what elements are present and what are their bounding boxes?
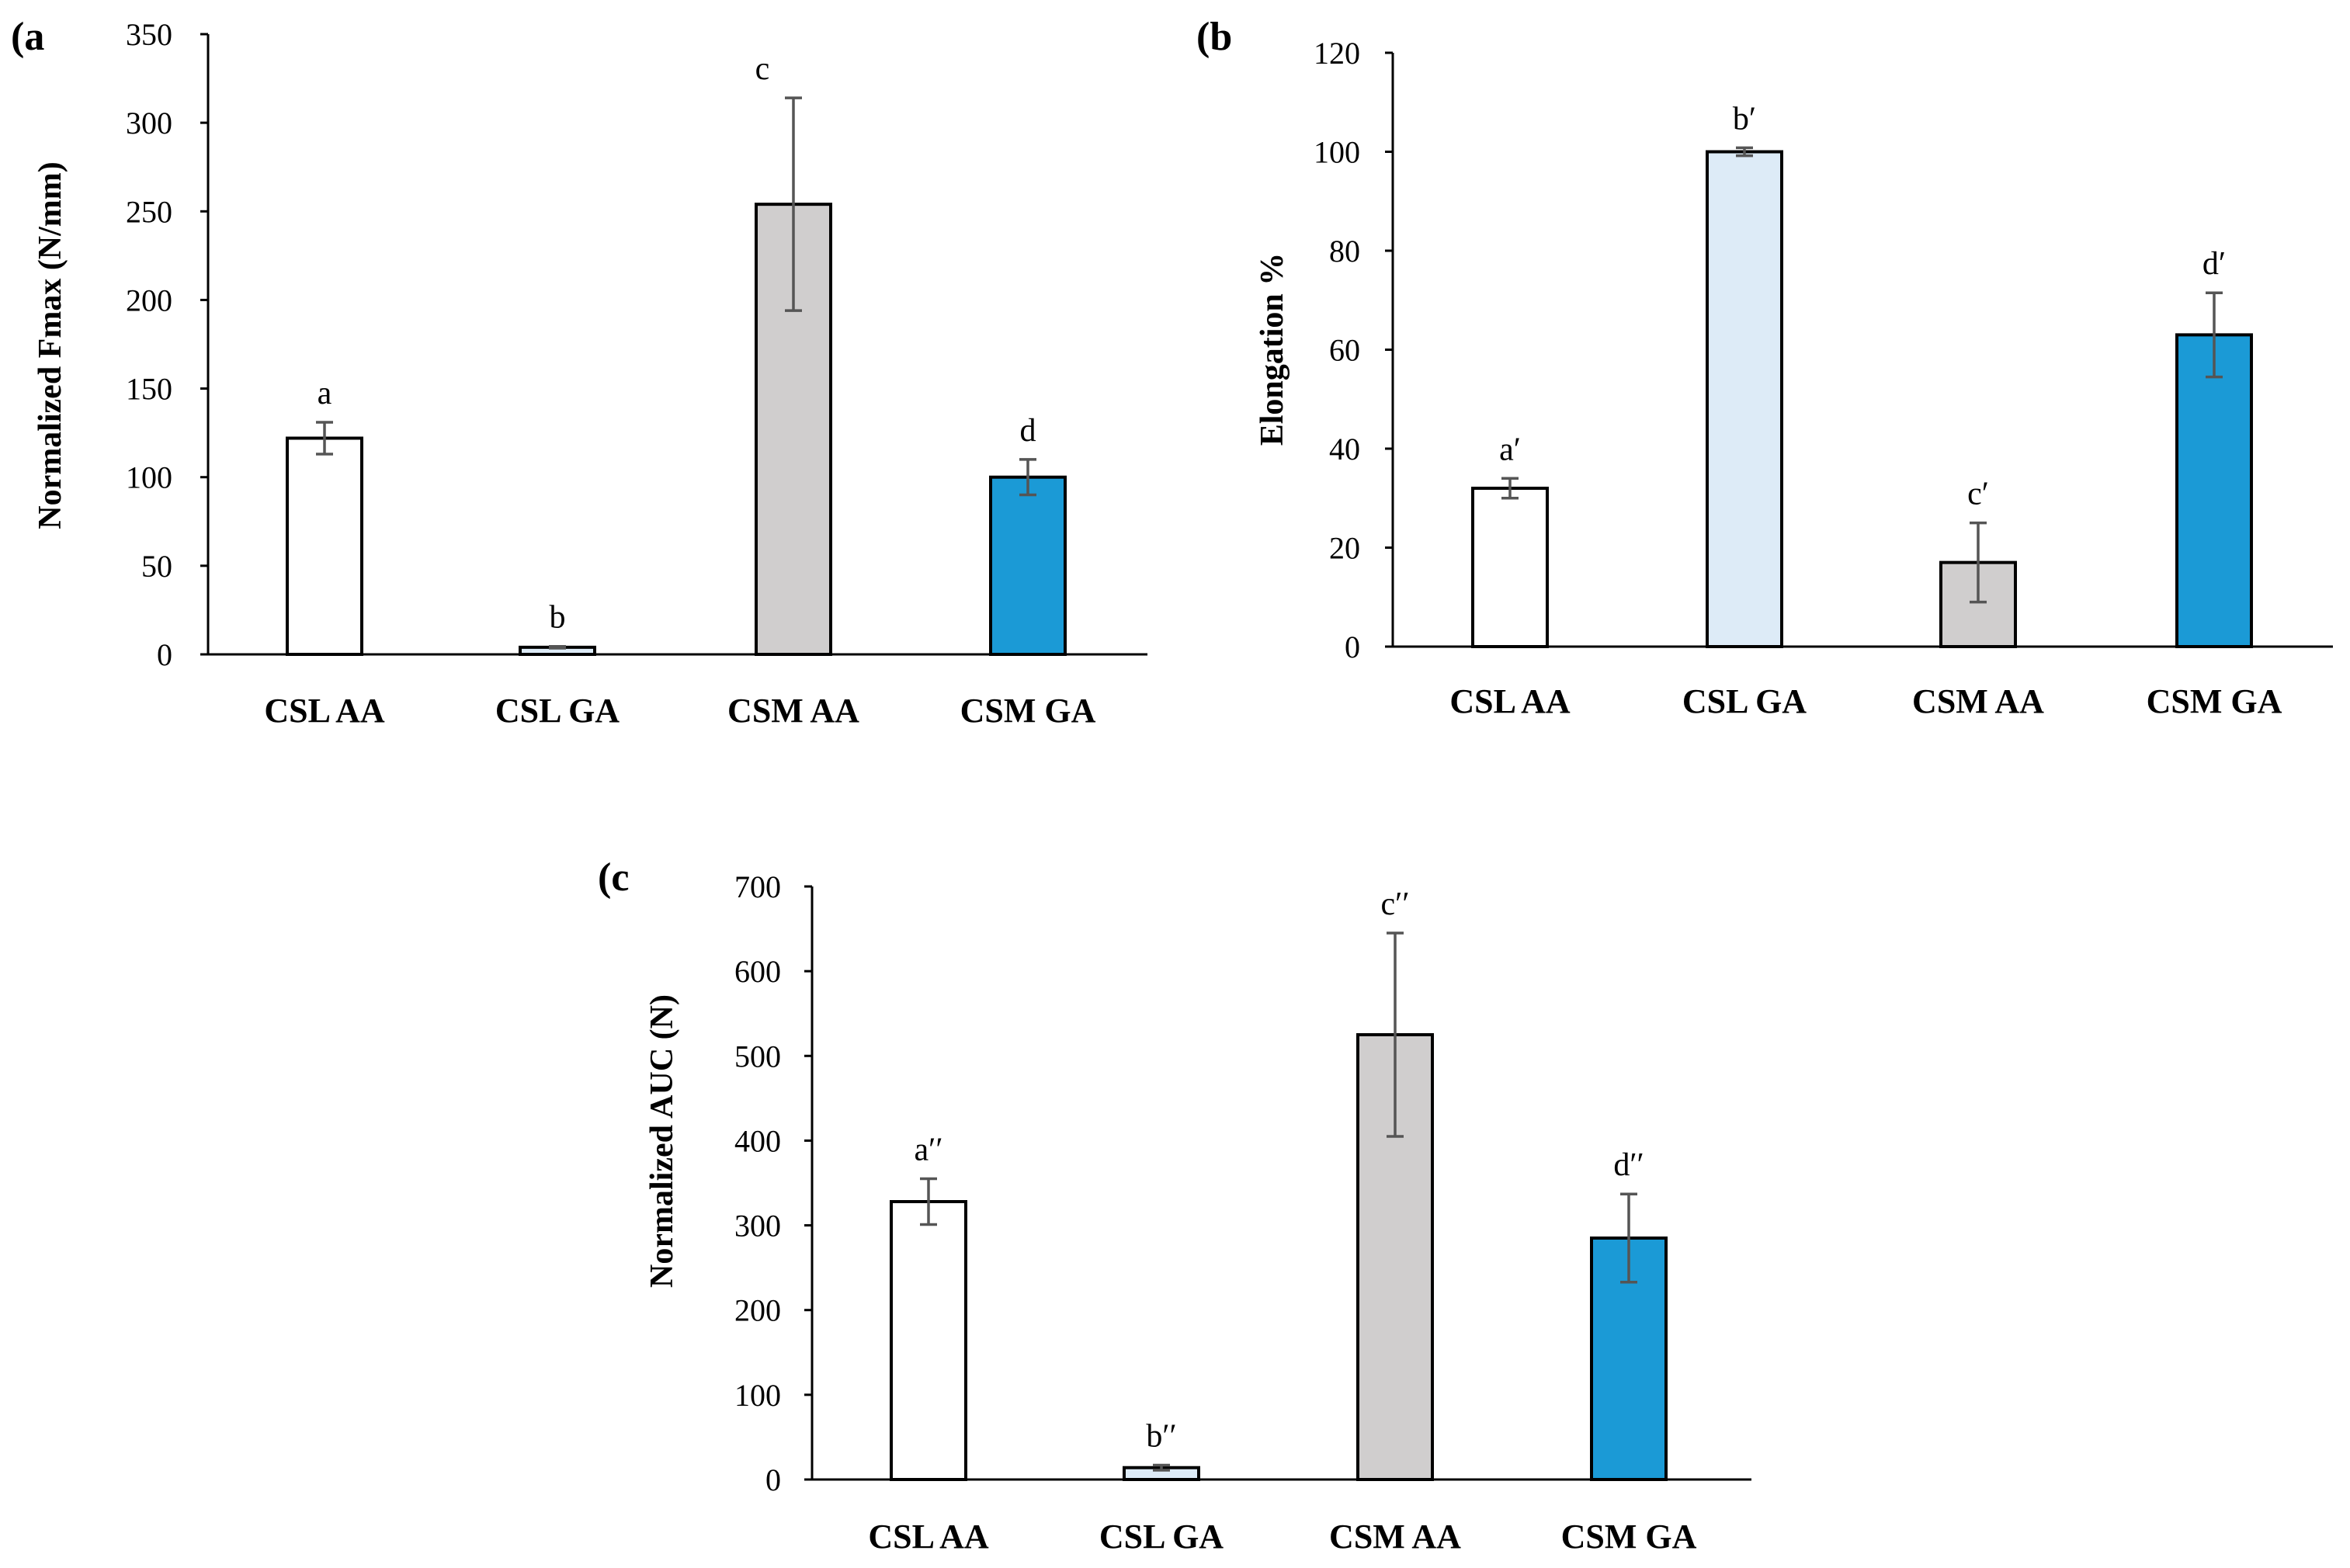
error-bar-c-2 [1387,931,1404,1138]
category-label-c-2: CSM AA [1329,1518,1461,1556]
y-tick-label-c-3: 300 [734,1209,781,1244]
y-axis-title-c: Normalized AUC (N) [644,994,680,1288]
y-tick-label-b-1: 20 [1329,531,1360,566]
error-bar-b-1 [1736,146,1753,158]
panel-label-b: (b [1196,15,1233,59]
chart-a: 0 50 100 150 200 250 300 350 a CSL AA b CSL GA c CSM … [33,17,1147,730]
chart-b: 0 20 40 60 80 100 120 a′ CSL AA b′ CSL GA c′ CSM AA d… [1255,36,2333,720]
y-tick-label-b-0: 0 [1345,630,1360,664]
significance-letter-b-1: b′ [1733,101,1756,137]
significance-letter-b-2: c′ [1967,477,1989,512]
category-label-b-0: CSL AA [1449,682,1571,720]
category-label-a-1: CSL GA [495,692,620,730]
y-tick-label-c-4: 400 [734,1123,781,1158]
bar-c-0 [890,1200,967,1482]
category-label-a-0: CSL AA [264,692,385,730]
category-label-a-3: CSM GA [960,692,1096,730]
significance-letter-c-2: c′′ [1380,886,1409,922]
significance-letter-b-3: d′ [2202,246,2226,282]
significance-letter-b-0: a′ [1499,432,1521,467]
significance-letter-a-1: b [550,600,566,636]
error-bar-c-1 [1153,1463,1170,1472]
panel-label-a: (a [11,15,45,59]
category-label-c-0: CSL AA [868,1518,989,1556]
y-tick-label-b-6: 120 [1314,36,1360,71]
category-label-c-3: CSM GA [1561,1518,1697,1556]
error-bar-a-2 [785,96,802,312]
y-tick-label-c-7: 700 [734,869,781,904]
category-label-b-1: CSL GA [1682,682,1807,720]
y-tick-label-c-6: 600 [734,954,781,989]
category-label-b-2: CSM AA [1912,682,2044,720]
error-bar-a-3 [1019,458,1036,497]
y-axis-title-a: Normalized Fmax (N/mm) [33,161,68,529]
significance-letter-c-1: b′′ [1146,1418,1176,1454]
y-tick-label-a-3: 150 [126,372,172,407]
y-tick-label-a-2: 100 [126,460,172,495]
y-tick-label-c-2: 200 [734,1293,781,1328]
y-tick-label-c-0: 0 [765,1462,781,1497]
error-bar-a-1 [549,644,566,650]
panel-label-c: (c [598,855,630,900]
category-label-b-3: CSM GA [2147,682,2282,720]
y-tick-label-a-1: 50 [141,549,172,584]
bar-a-0 [286,436,363,657]
y-tick-label-b-3: 60 [1329,333,1360,368]
y-tick-label-c-5: 500 [734,1039,781,1074]
bar-b-1 [1706,150,1783,648]
significance-letter-a-2: c [755,51,770,87]
bar-b-3 [2175,333,2253,648]
error-bar-a-0 [316,421,333,456]
significance-letter-a-3: d [1020,413,1036,449]
y-tick-label-b-5: 100 [1314,135,1360,170]
y-tick-label-c-1: 100 [734,1378,781,1413]
y-tick-label-b-2: 40 [1329,432,1360,467]
chart-c: 0 100 200 300 400 500 600 700 a′′ CSL AA b′′ CSL GA… [644,869,1751,1556]
y-tick-label-a-4: 200 [126,283,172,317]
error-bar-c-3 [1620,1192,1637,1284]
y-tick-label-a-0: 0 [157,637,172,672]
category-label-c-1: CSL GA [1099,1518,1224,1556]
y-tick-label-a-6: 300 [126,106,172,140]
significance-letter-a-0: a [318,376,332,411]
significance-letter-c-0: a′′ [914,1133,942,1168]
y-axis-title-b: Elongation % [1255,253,1290,446]
significance-letter-c-3: d′′ [1613,1147,1644,1183]
error-bar-c-0 [920,1177,937,1226]
y-tick-label-b-4: 80 [1329,234,1360,269]
error-bar-b-0 [1501,477,1519,500]
y-tick-label-a-5: 250 [126,194,172,229]
error-bar-b-3 [2206,291,2223,379]
category-label-a-2: CSM AA [727,692,859,730]
y-tick-label-a-7: 350 [126,17,172,52]
bar-b-0 [1471,487,1549,648]
bar-a-3 [989,475,1067,657]
error-bar-b-2 [1970,521,1987,604]
